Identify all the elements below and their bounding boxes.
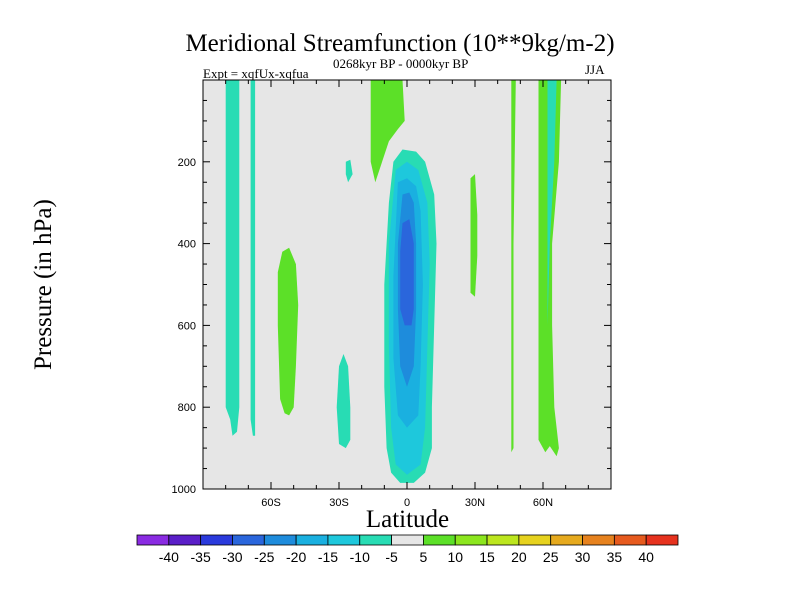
axis-ticks: 200 400 600 800 1000 60S 30S 0 30N 60N xyxy=(172,80,611,509)
colorbar-label: 15 xyxy=(479,549,495,565)
colorbar-box xyxy=(200,534,233,546)
x-axis-label: Latitude xyxy=(365,506,450,533)
experiment-label: Expt = xqfUx-xqfua xyxy=(203,66,309,81)
x-tick-label: 30S xyxy=(329,497,349,509)
colorbar-label: -20 xyxy=(286,549,306,565)
colorbar-box xyxy=(263,534,297,546)
colorbar-label: -30 xyxy=(222,549,242,565)
colorbar-box xyxy=(359,534,392,546)
colorbar-label: 40 xyxy=(638,549,654,565)
region-sh-small-teal xyxy=(345,159,353,183)
colorbar-box xyxy=(327,534,361,546)
colorbar-box xyxy=(168,534,202,546)
colorbar-label: 30 xyxy=(575,549,591,565)
colorbar-label: 35 xyxy=(607,549,623,565)
period-label: 0268kyr BP - 0000kyr BP xyxy=(333,56,469,71)
colorbar-label: 25 xyxy=(543,549,559,565)
season-label: JJA xyxy=(585,62,605,77)
chart-title: Meridional Streamfunction (10**9kg/m-2) xyxy=(185,30,615,57)
y-tick-label: 200 xyxy=(178,157,196,169)
colorbar: -40 -35 -30 -25 -20 -15 -10 -5 5 10 15 20 25 30 35 40 xyxy=(136,534,679,565)
colorbar-label: 20 xyxy=(511,549,527,565)
colorbar-box xyxy=(582,534,615,546)
x-tick-label: 60N xyxy=(533,497,553,509)
colorbar-label: 10 xyxy=(447,549,463,565)
colorbar-box xyxy=(613,534,647,546)
colorbar-box xyxy=(454,534,488,546)
colorbar-box xyxy=(232,534,265,546)
colorbar-label: -40 xyxy=(159,549,179,565)
region-nh-strip-green-c xyxy=(538,80,562,457)
y-tick-label: 800 xyxy=(178,402,196,414)
colorbar-box xyxy=(645,534,679,546)
y-tick-label: 600 xyxy=(178,320,196,332)
colorbar-label: -10 xyxy=(350,549,370,565)
colorbar-box xyxy=(136,534,170,546)
region-sh-polar-strip-b xyxy=(250,80,256,436)
colorbar-box xyxy=(423,534,456,546)
region-sh-mid-green xyxy=(277,247,299,416)
colorbar-label: -25 xyxy=(254,549,274,565)
region-trop-top-green xyxy=(370,80,405,183)
colorbar-box xyxy=(391,534,424,546)
region-sh-lower-teal xyxy=(336,354,351,449)
colorbar-label: -5 xyxy=(385,549,398,565)
colorbar-box xyxy=(550,534,583,546)
region-nh-strip-green-a xyxy=(470,174,478,297)
colorbar-label: -35 xyxy=(191,549,211,565)
colorbar-box xyxy=(518,534,552,546)
region-nh-strip-green-b xyxy=(511,80,516,453)
y-tick-label: 400 xyxy=(178,239,196,251)
region-sh-polar-strip-a xyxy=(225,80,240,436)
region-nh-strip-teal xyxy=(547,80,557,326)
x-tick-label: 60S xyxy=(261,497,281,509)
x-tick-label: 0 xyxy=(404,497,410,509)
colorbar-box xyxy=(486,534,520,546)
colorbar-label: 5 xyxy=(420,549,428,565)
x-tick-label: 30N xyxy=(465,497,485,509)
region-core-level-25 xyxy=(400,219,414,326)
contour-regions xyxy=(225,80,562,483)
colorbar-box xyxy=(295,534,329,546)
colorbar-label: -15 xyxy=(318,549,338,565)
y-tick-label: 1000 xyxy=(172,484,196,496)
